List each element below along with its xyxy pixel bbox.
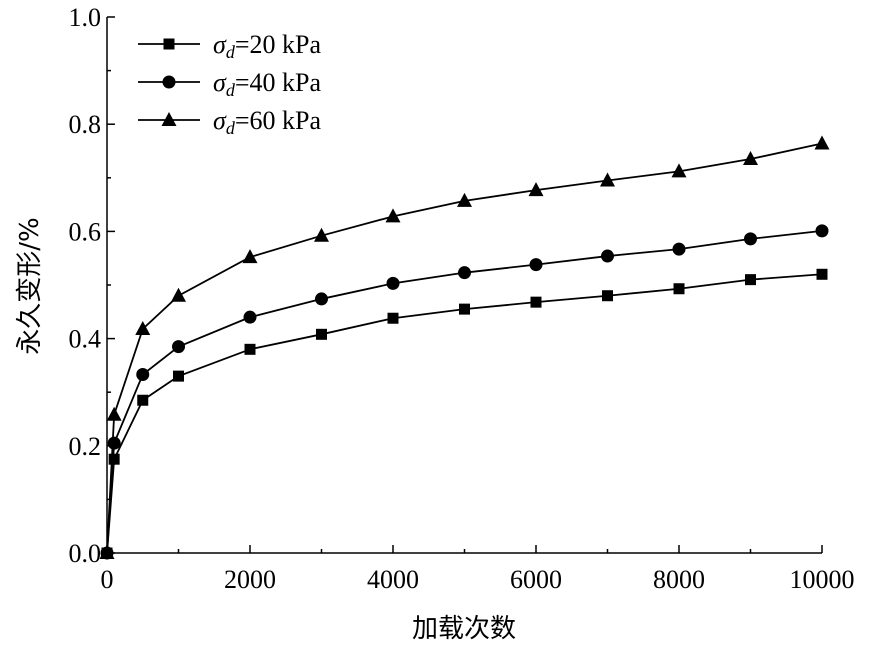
data-point <box>671 163 687 178</box>
series-2 <box>100 224 829 560</box>
data-point <box>744 232 757 246</box>
data-point <box>600 172 615 187</box>
data-point <box>459 303 470 315</box>
data-point <box>672 242 686 256</box>
data-point <box>107 436 121 450</box>
x-tick-label: 4000 <box>367 565 419 594</box>
legend-label: σd=40 kPa <box>213 68 321 100</box>
data-point <box>106 406 122 421</box>
data-point <box>385 208 401 223</box>
data-point <box>136 368 150 382</box>
legend-entry: σd=60 kPa <box>138 106 321 138</box>
data-point <box>244 343 256 355</box>
data-point <box>316 328 327 340</box>
legend-entry: σd=40 kPa <box>138 68 321 100</box>
data-point <box>602 290 613 302</box>
data-point <box>743 151 758 166</box>
data-point <box>457 192 472 207</box>
y-tick-label: 0.4 <box>69 325 102 354</box>
data-point <box>173 370 184 382</box>
data-point <box>172 340 185 354</box>
data-point <box>673 283 685 295</box>
data-point <box>137 394 149 406</box>
x-tick-label: 10000 <box>790 565 855 594</box>
x-tick-label: 8000 <box>653 565 705 594</box>
y-tick-label: 0.2 <box>69 432 102 461</box>
data-point <box>135 320 151 335</box>
data-point <box>314 227 329 242</box>
data-point <box>528 182 544 197</box>
series-3 <box>99 135 830 559</box>
legend-label: σd=60 kPa <box>213 106 321 138</box>
y-tick-label: 0.6 <box>69 217 102 246</box>
y-tick-label: 1.0 <box>69 3 102 32</box>
data-point <box>814 135 830 150</box>
series-layer <box>99 135 830 560</box>
data-point <box>529 258 543 272</box>
data-point <box>315 292 328 306</box>
series-1 <box>101 268 828 559</box>
legend-marker <box>161 112 177 126</box>
data-point <box>99 545 115 559</box>
series-line <box>106 273 823 554</box>
y-tick-label: 0.0 <box>69 539 102 568</box>
x-axis-label: 加载次数 <box>412 614 516 644</box>
data-point <box>243 310 257 324</box>
data-point <box>815 224 829 238</box>
data-point <box>601 249 614 263</box>
data-point <box>816 268 828 280</box>
x-tick-label: 6000 <box>510 565 562 594</box>
legend-label: σd=20 kPa <box>213 30 321 62</box>
y-tick-label: 0.8 <box>69 110 102 139</box>
data-point <box>458 266 471 280</box>
axes: 0 2000 4000 6000 8000 10000 0.0 0.2 0.4 0.6 0.8 1.0 <box>69 3 855 594</box>
data-point <box>386 276 400 290</box>
legend-marker <box>163 38 175 50</box>
data-point <box>108 453 120 465</box>
data-point <box>530 296 542 308</box>
data-point <box>745 274 756 286</box>
x-tick-label: 2000 <box>224 565 276 594</box>
legend: σd=20 kPa σd=40 kPa σd=60 kPa <box>138 30 321 138</box>
y-axis-label: 永久变形/% <box>15 217 45 354</box>
x-tick-label: 0 <box>101 565 114 594</box>
series-line <box>106 229 823 554</box>
data-point <box>171 287 186 302</box>
data-point <box>387 312 399 324</box>
data-point <box>242 249 258 264</box>
legend-entry: σd=20 kPa <box>138 30 321 62</box>
legend-marker <box>162 75 176 89</box>
